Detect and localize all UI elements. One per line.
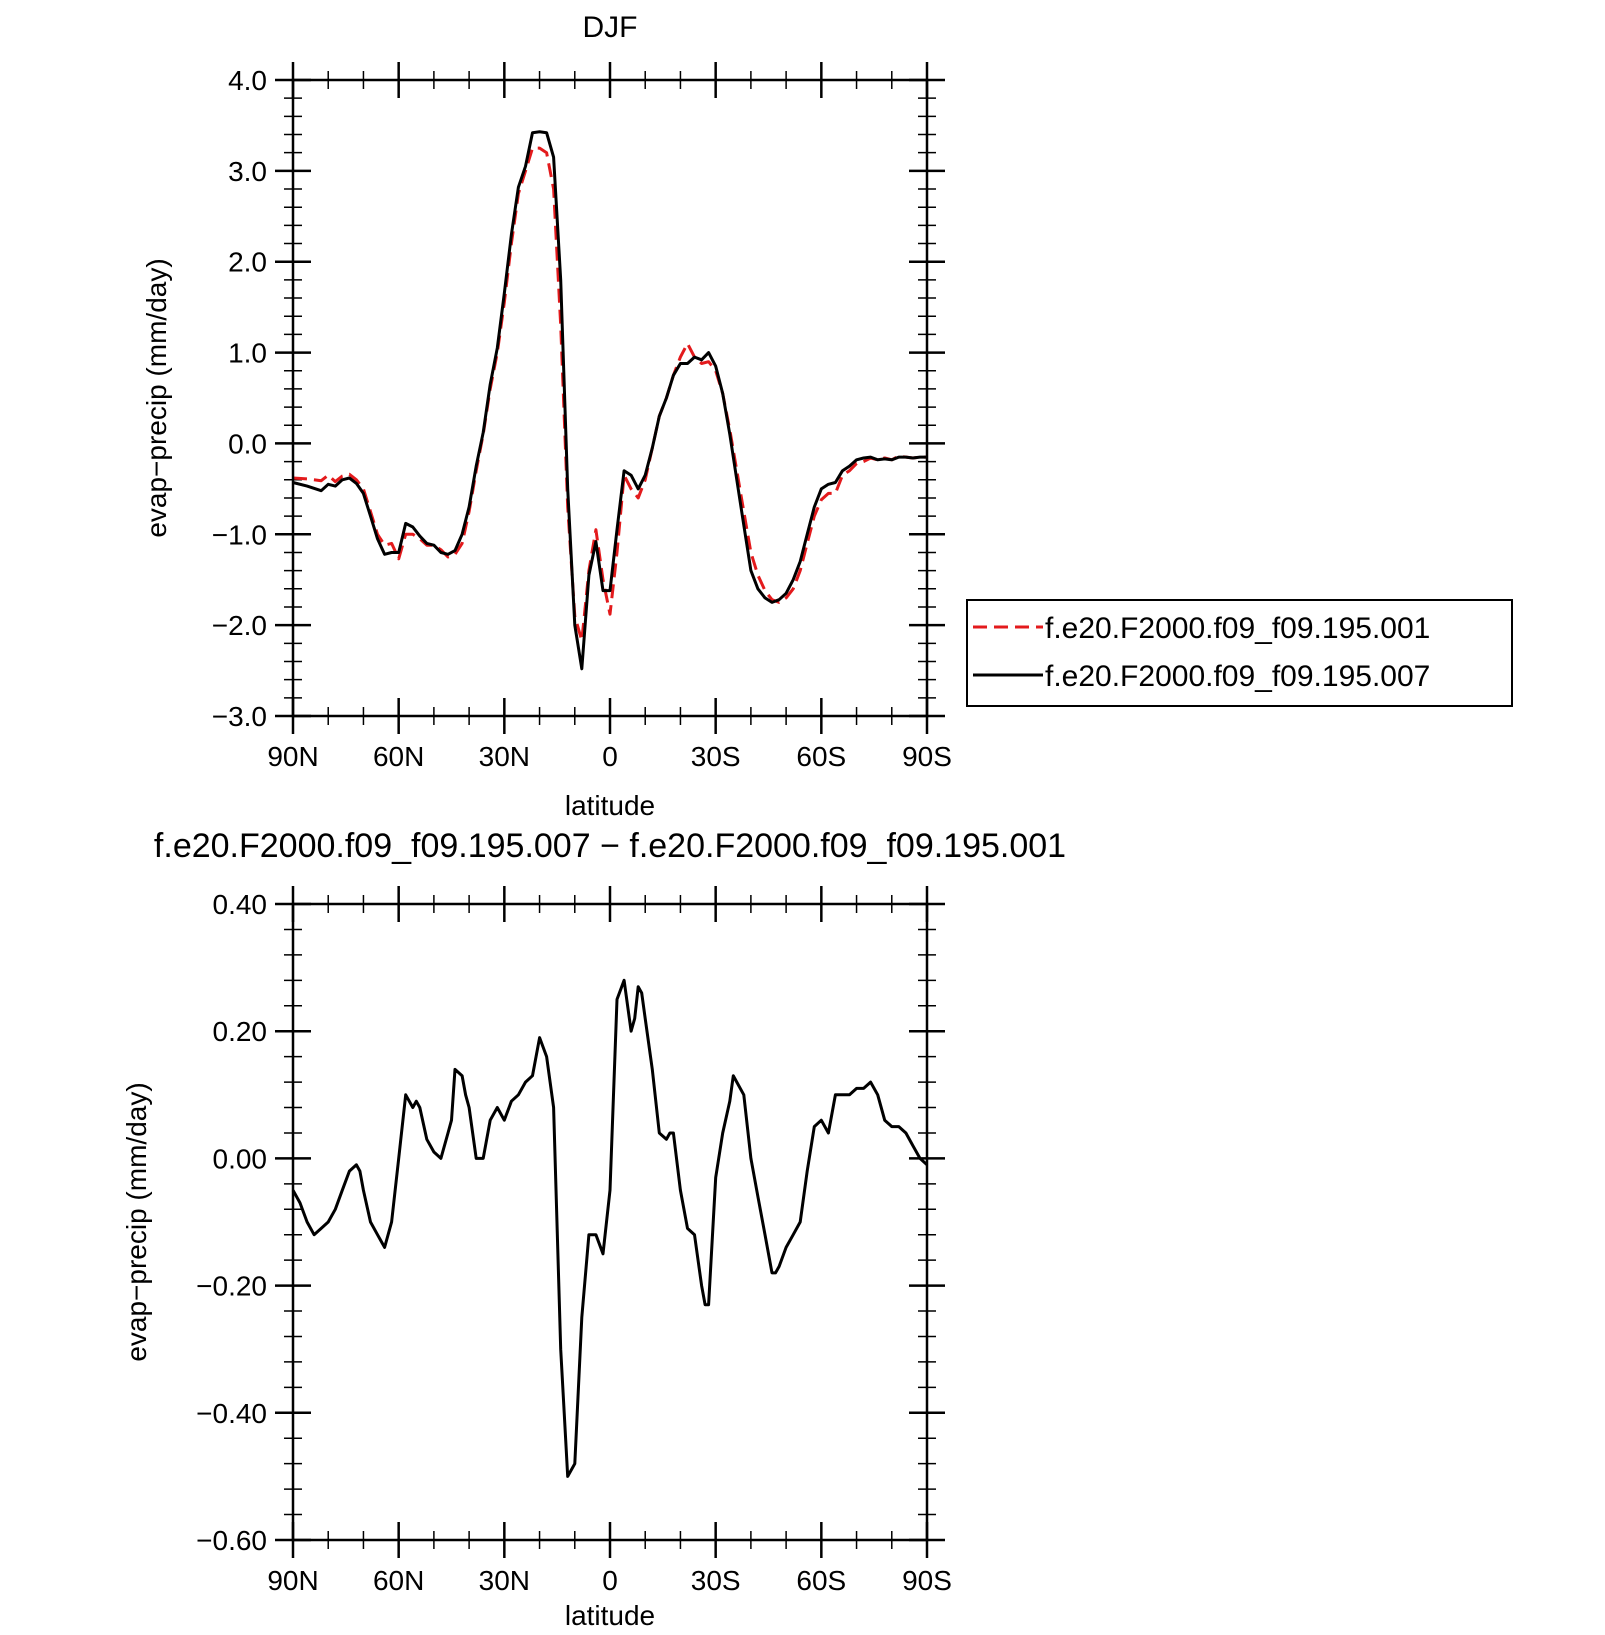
bottom-chart-frame <box>291 902 929 1542</box>
top-chart-x-axis-label: latitude <box>565 790 655 821</box>
bottom-chart-x-tick-labels: 90N 60N 30N 0 30S 60S 90S <box>267 1565 952 1596</box>
top-chart-series <box>292 130 927 671</box>
top-chart-x-tick-label: 30N <box>479 741 530 772</box>
bottom-chart-ticks <box>275 886 945 1558</box>
bottom-chart-title: f.e20.F2000.f09_f09.195.007 − f.e20.F200… <box>154 827 1066 865</box>
bottom-chart-x-tick-label: 60S <box>796 1565 846 1596</box>
top-chart-y-tick-label: 4.0 <box>228 65 267 96</box>
bottom-chart-y-tick-label: 0.40 <box>213 889 268 920</box>
bottom-chart-series <box>291 978 929 1478</box>
top-chart-y-axis-label: evap−precip (mm/day) <box>141 258 172 537</box>
bottom-chart-x-tick-label: 90S <box>902 1565 952 1596</box>
top-chart-y-tick-label: −3.0 <box>212 701 267 732</box>
top-chart-x-tick-label: 90N <box>267 741 318 772</box>
top-chart-x-tick-label: 0 <box>602 741 618 772</box>
top-chart-title: DJF <box>583 11 638 44</box>
bottom-chart-y-tick-label: 0.00 <box>213 1143 268 1174</box>
top-chart-frame <box>291 78 929 718</box>
top-chart-ticks <box>275 62 945 734</box>
top-chart-x-tick-label: 30S <box>691 741 741 772</box>
top-chart-x-tick-label: 60S <box>796 741 846 772</box>
top-chart-y-tick-label: −1.0 <box>212 519 267 550</box>
bottom-chart-y-tick-labels: 0.40 0.20 0.00 −0.20 −0.40 −0.60 <box>196 889 267 1556</box>
bottom-chart-x-tick-label: 0 <box>602 1565 618 1596</box>
legend-entry-series-2: f.e20.F2000.f09_f09.195.007 <box>1045 660 1430 693</box>
top-chart-y-tick-labels: 4.0 3.0 2.0 1.0 0.0 −1.0 −2.0 −3.0 <box>212 65 267 732</box>
top-chart-panel: DJF 4.0 3.0 2.0 1.0 0.0 −1.0 −2.0 −3.0 90N 60N 30… <box>141 11 1513 821</box>
bottom-chart-y-tick-label: −0.20 <box>196 1271 267 1302</box>
legend-entry-series-1: f.e20.F2000.f09_f09.195.001 <box>1045 612 1430 645</box>
bottom-chart-panel: f.e20.F2000.f09_f09.195.007 − f.e20.F200… <box>121 827 1066 1631</box>
top-chart-legend: f.e20.F2000.f09_f09.195.001 f.e20.F2000.… <box>966 599 1513 707</box>
bottom-chart-y-tick-label: 0.20 <box>213 1016 268 1047</box>
top-chart-y-tick-label: 2.0 <box>228 247 267 278</box>
top-chart-y-tick-label: 1.0 <box>228 338 267 369</box>
top-chart-x-tick-label: 90S <box>902 741 952 772</box>
top-chart-series-line-1 <box>292 146 927 643</box>
bottom-chart-x-tick-label: 60N <box>373 1565 424 1596</box>
bottom-chart-y-axis-label: evap−precip (mm/day) <box>121 1082 152 1361</box>
top-chart-y-tick-label: 0.0 <box>228 428 267 459</box>
bottom-chart-x-tick-label: 90N <box>267 1565 318 1596</box>
bottom-chart-x-tick-label: 30N <box>479 1565 530 1596</box>
top-chart-x-tick-labels: 90N 60N 30N 0 30S 60S 90S <box>267 741 952 772</box>
top-chart-y-tick-label: −2.0 <box>212 610 267 641</box>
bottom-chart-x-axis-label: latitude <box>565 1600 655 1631</box>
top-chart-y-tick-label: 3.0 <box>228 156 267 187</box>
top-chart-series-line-2 <box>292 130 927 671</box>
bottom-chart-y-tick-label: −0.40 <box>196 1398 267 1429</box>
bottom-chart-y-tick-label: −0.60 <box>196 1525 267 1556</box>
bottom-chart-series-line-1 <box>291 978 929 1478</box>
bottom-chart-x-tick-label: 30S <box>691 1565 741 1596</box>
legend-box <box>966 599 1513 707</box>
top-chart-x-tick-label: 60N <box>373 741 424 772</box>
